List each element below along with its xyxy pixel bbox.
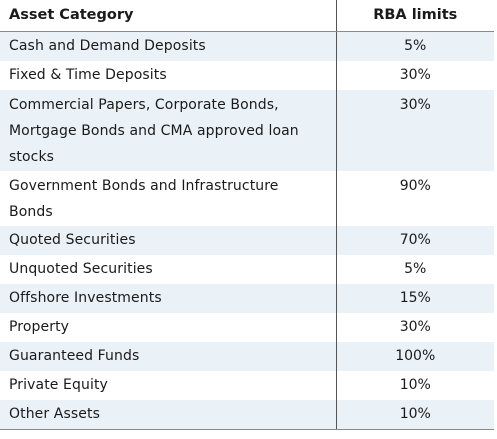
- rba-limit-cell: 5%: [336, 31, 494, 61]
- asset-category-cell: Government Bonds and Infrastructure Bond…: [0, 171, 337, 226]
- asset-category-cell: Fixed & Time Deposits: [0, 61, 337, 90]
- rba-limit-cell: 30%: [336, 90, 494, 171]
- table-row: Fixed & Time Deposits 30%: [0, 61, 494, 90]
- rba-limit-cell: 30%: [336, 313, 494, 342]
- asset-category-cell: Cash and Demand Deposits: [0, 31, 337, 61]
- table-row: Cash and Demand Deposits 5%: [0, 31, 494, 61]
- rba-limit-cell: 5%: [336, 255, 494, 284]
- asset-category-cell: Offshore Investments: [0, 284, 337, 313]
- table-body: Cash and Demand Deposits 5% Fixed & Time…: [0, 31, 494, 430]
- table-row: Unquoted Securities 5%: [0, 255, 494, 284]
- asset-limits-table: Asset Category RBA limits Cash and Deman…: [0, 0, 494, 430]
- asset-category-cell: Commercial Papers, Corporate Bonds, Mort…: [0, 90, 337, 171]
- asset-category-cell: Quoted Securities: [0, 226, 337, 255]
- asset-category-cell: Other Assets: [0, 400, 337, 430]
- header-rba-limits: RBA limits: [336, 0, 494, 32]
- rba-limit-cell: 10%: [336, 400, 494, 430]
- rba-limit-cell: 70%: [336, 226, 494, 255]
- asset-category-cell: Private Equity: [0, 371, 337, 400]
- table-row: Other Assets 10%: [0, 400, 494, 430]
- asset-category-cell: Property: [0, 313, 337, 342]
- table-row: Offshore Investments 15%: [0, 284, 494, 313]
- rba-limit-cell: 30%: [336, 61, 494, 90]
- table-row: Quoted Securities 70%: [0, 226, 494, 255]
- table-row: Guaranteed Funds 100%: [0, 342, 494, 371]
- header-asset-category: Asset Category: [0, 0, 337, 32]
- table-row: Property 30%: [0, 313, 494, 342]
- rba-limit-cell: 10%: [336, 371, 494, 400]
- table-row: Commercial Papers, Corporate Bonds, Mort…: [0, 90, 494, 171]
- table-row: Private Equity 10%: [0, 371, 494, 400]
- table-row: Government Bonds and Infrastructure Bond…: [0, 171, 494, 226]
- rba-limit-cell: 15%: [336, 284, 494, 313]
- table-header: Asset Category RBA limits: [0, 0, 494, 32]
- asset-limits-table-container: Asset Category RBA limits Cash and Deman…: [0, 0, 494, 430]
- rba-limit-cell: 90%: [336, 171, 494, 226]
- asset-category-cell: Unquoted Securities: [0, 255, 337, 284]
- header-row: Asset Category RBA limits: [0, 0, 494, 32]
- asset-category-cell: Guaranteed Funds: [0, 342, 337, 371]
- rba-limit-cell: 100%: [336, 342, 494, 371]
